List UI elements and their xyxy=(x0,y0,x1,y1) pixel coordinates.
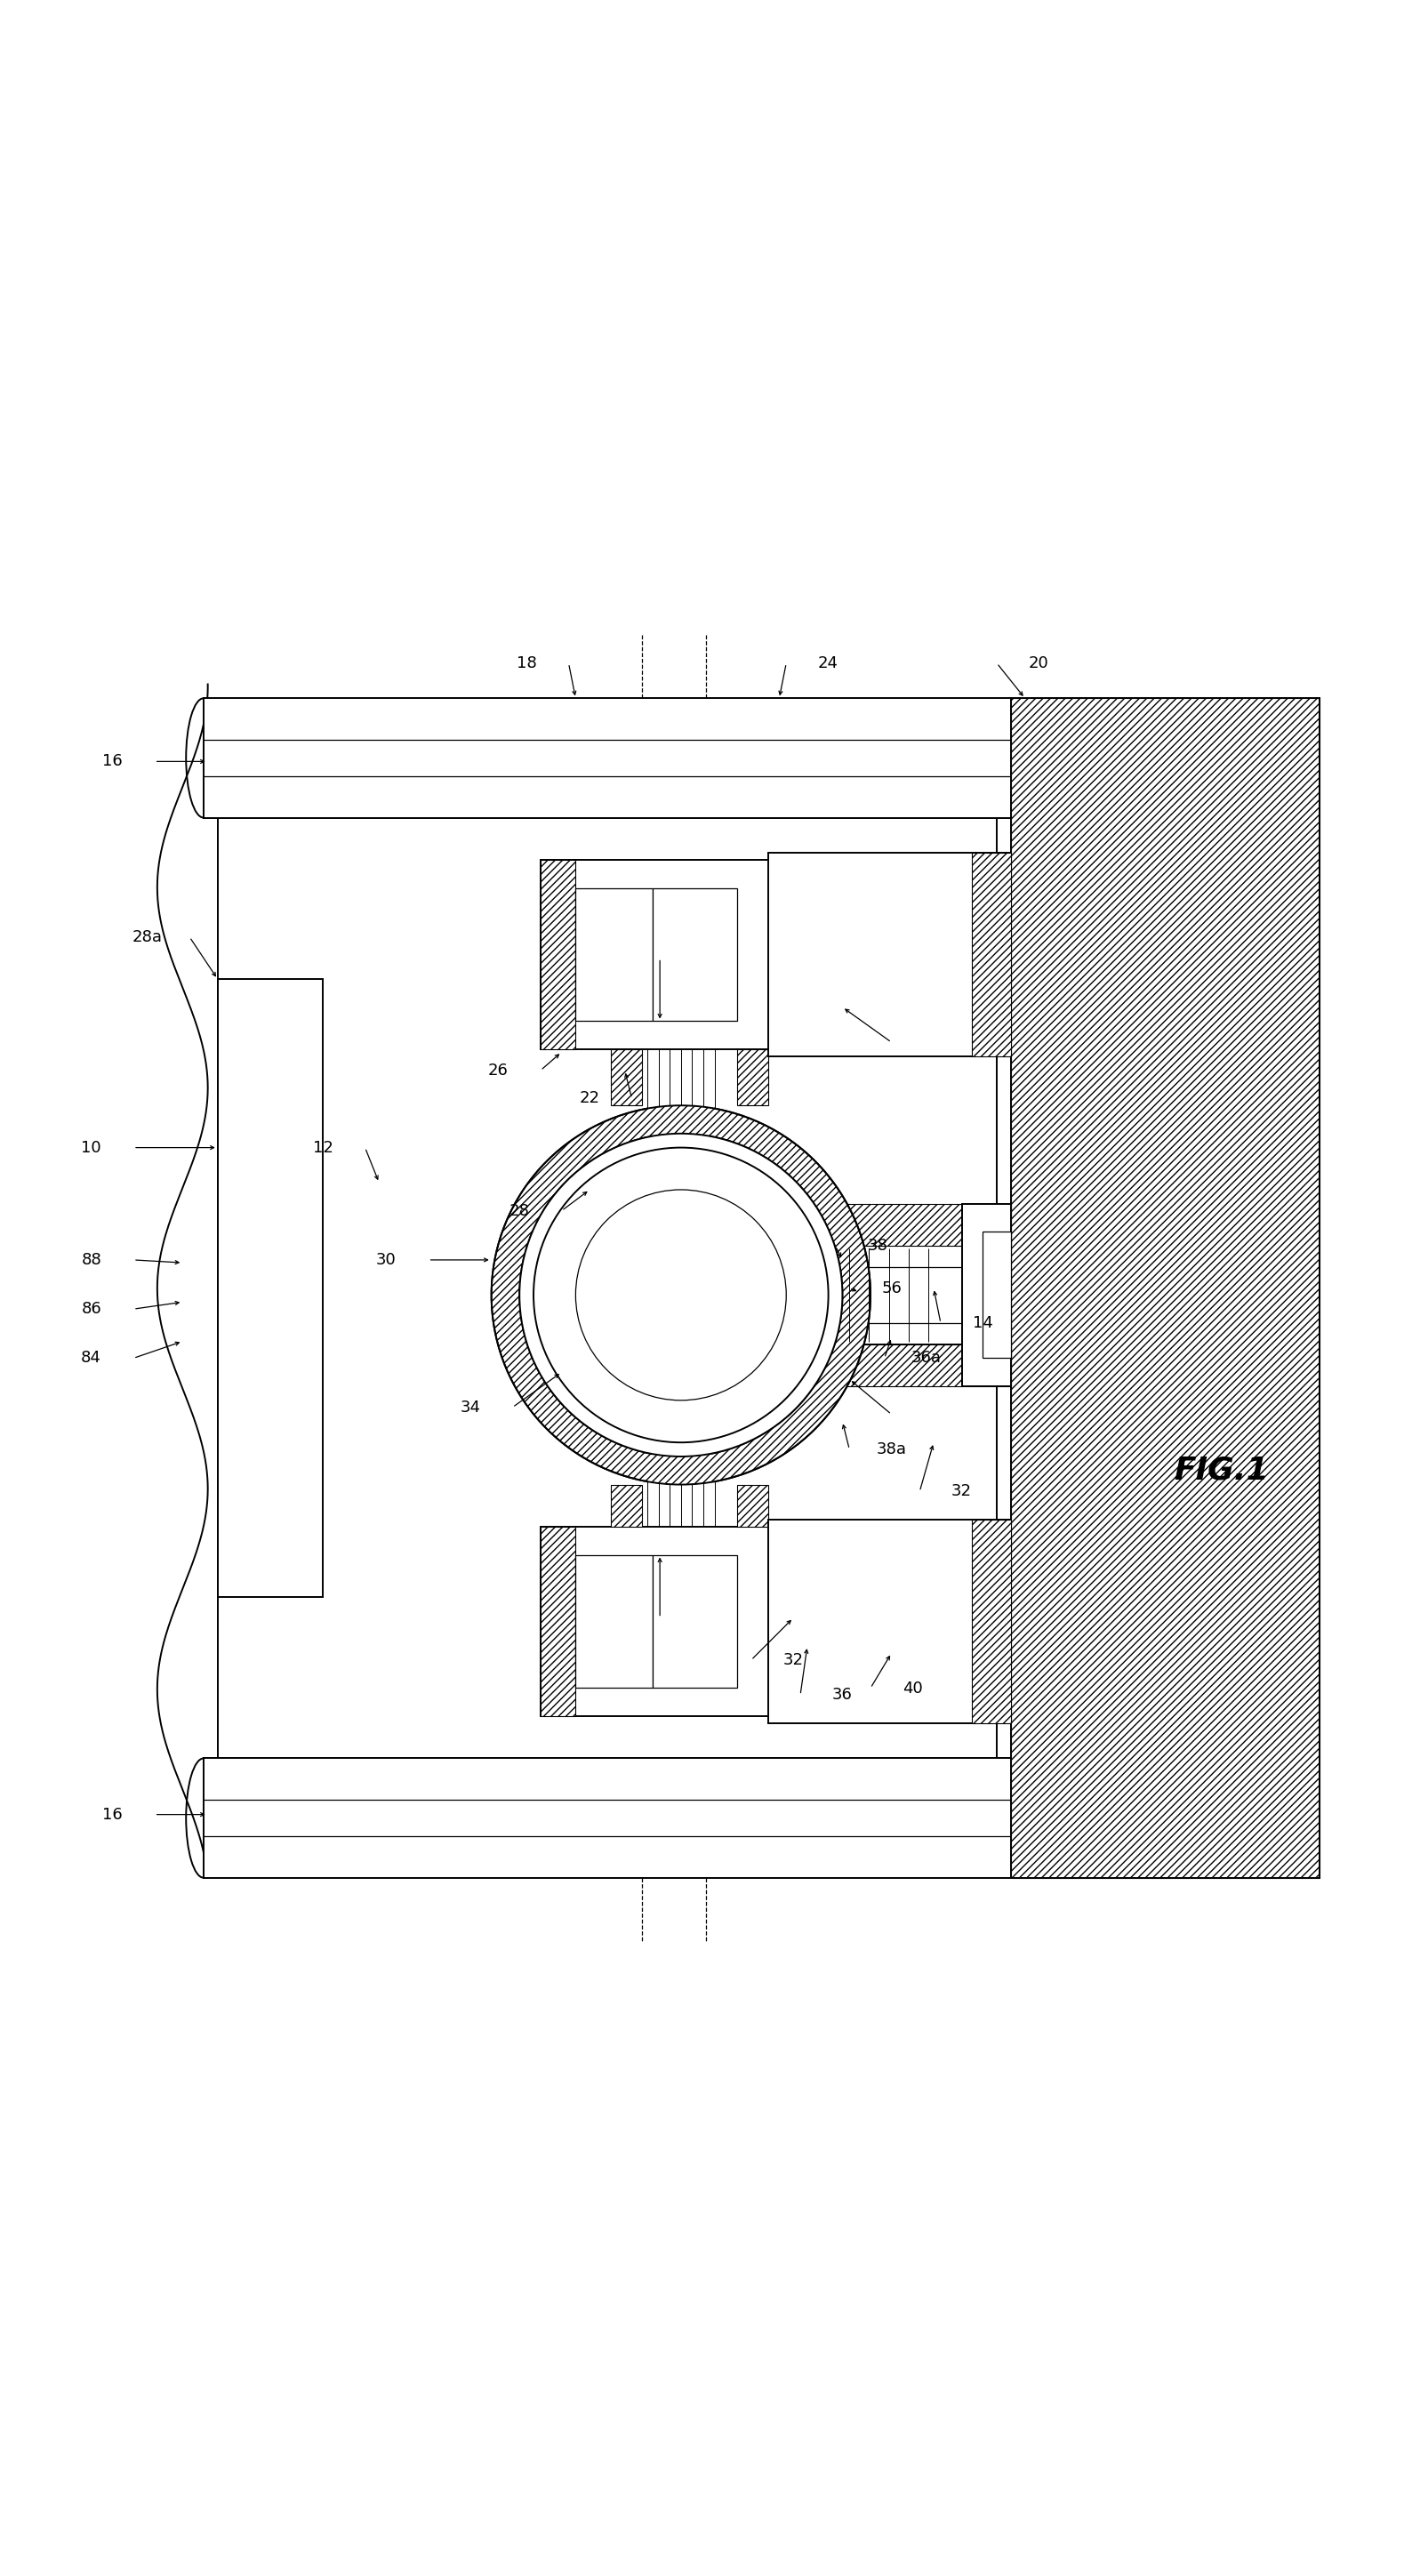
Text: 36: 36 xyxy=(833,1687,852,1703)
Text: 28: 28 xyxy=(510,1203,529,1218)
Text: 88: 88 xyxy=(81,1252,101,1267)
Bar xyxy=(653,1556,737,1687)
Text: 24: 24 xyxy=(819,654,838,672)
Bar xyxy=(768,1520,1011,1723)
Circle shape xyxy=(534,1146,828,1443)
Text: 18: 18 xyxy=(517,654,536,672)
Text: FIG.1: FIG.1 xyxy=(1174,1455,1269,1486)
Bar xyxy=(1011,698,1320,1878)
Bar xyxy=(541,860,821,1048)
Text: 22: 22 xyxy=(580,1090,600,1108)
Bar xyxy=(835,1345,1011,1386)
Text: 10: 10 xyxy=(81,1139,101,1157)
Text: 38a: 38a xyxy=(876,1443,907,1458)
Bar xyxy=(786,1528,821,1716)
Text: 32: 32 xyxy=(783,1651,803,1669)
Bar xyxy=(972,853,1011,1056)
Bar xyxy=(204,698,1011,817)
Bar xyxy=(835,1203,1011,1247)
Bar xyxy=(611,1048,642,1105)
Circle shape xyxy=(491,1105,870,1484)
Bar xyxy=(768,853,1011,1056)
Bar xyxy=(737,1484,768,1528)
Text: 40: 40 xyxy=(903,1680,922,1695)
Bar xyxy=(653,889,737,1020)
Text: 34: 34 xyxy=(461,1399,480,1414)
Bar xyxy=(576,889,653,1020)
Text: 14: 14 xyxy=(973,1316,993,1332)
Text: 36a: 36a xyxy=(911,1350,942,1365)
Bar xyxy=(786,860,821,1048)
Circle shape xyxy=(576,1190,786,1401)
Bar xyxy=(611,1484,642,1528)
Bar xyxy=(962,1203,1011,1386)
Bar xyxy=(1011,698,1320,1878)
Text: 16: 16 xyxy=(102,755,122,770)
Text: 38: 38 xyxy=(868,1239,887,1255)
Bar xyxy=(218,979,323,1597)
Bar xyxy=(737,1048,768,1105)
Text: 56: 56 xyxy=(882,1280,901,1296)
Text: 12: 12 xyxy=(313,1139,333,1157)
Text: 26: 26 xyxy=(489,1061,508,1079)
Bar xyxy=(576,1556,653,1687)
Bar xyxy=(541,860,576,1048)
Bar xyxy=(218,755,997,1821)
Bar xyxy=(983,1231,1011,1358)
Text: 20: 20 xyxy=(1029,654,1049,672)
Text: 86: 86 xyxy=(81,1301,101,1316)
Bar xyxy=(972,1520,1011,1723)
Text: 28a: 28a xyxy=(132,930,163,945)
Text: 84: 84 xyxy=(81,1350,101,1365)
Bar xyxy=(541,1528,576,1716)
Bar xyxy=(541,1528,821,1716)
Text: 16: 16 xyxy=(102,1806,122,1821)
Bar xyxy=(204,1759,1011,1878)
Text: 32: 32 xyxy=(952,1484,972,1499)
Text: 30: 30 xyxy=(376,1252,396,1267)
Circle shape xyxy=(519,1133,842,1455)
